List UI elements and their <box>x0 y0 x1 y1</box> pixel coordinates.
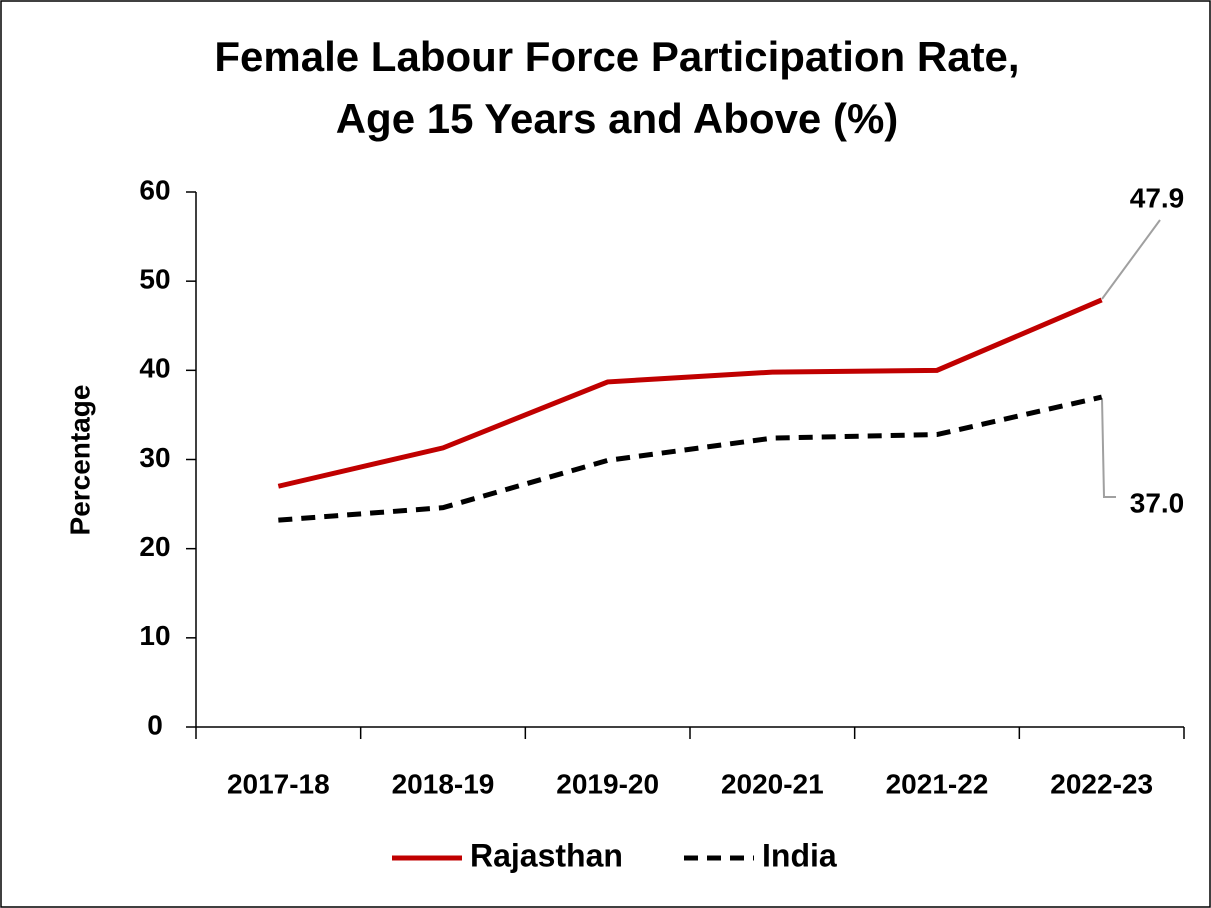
series-line <box>278 394 1103 523</box>
y-axis-label: Percentage <box>64 385 95 536</box>
x-tick-label: 2018-19 <box>392 768 495 799</box>
leader-line <box>1101 397 1116 498</box>
x-tick-label: 2022-23 <box>1050 768 1153 799</box>
data-label: 47.9 <box>1130 182 1185 213</box>
y-tick-label: 10 <box>139 620 170 651</box>
legend-label: India <box>762 837 837 873</box>
y-tick-label: 20 <box>139 531 170 562</box>
y-tick-label: 0 <box>147 709 163 740</box>
leader-line <box>1101 219 1161 300</box>
x-tick-label: 2017-18 <box>227 768 330 799</box>
x-tick-label: 2020-21 <box>721 768 824 799</box>
chart-title: Female Labour Force Participation Rate, <box>214 33 1019 80</box>
y-tick-label: 50 <box>139 264 170 295</box>
y-tick-label: 30 <box>139 442 170 473</box>
x-tick-label: 2019-20 <box>556 768 659 799</box>
series-line <box>277 297 1103 489</box>
y-tick-label: 60 <box>139 174 170 205</box>
chart-title: Age 15 Years and Above (%) <box>336 95 899 142</box>
data-label: 37.0 <box>1130 487 1185 518</box>
y-tick-label: 40 <box>139 353 170 384</box>
legend-label: Rajasthan <box>470 837 623 873</box>
x-tick-label: 2021-22 <box>886 768 989 799</box>
